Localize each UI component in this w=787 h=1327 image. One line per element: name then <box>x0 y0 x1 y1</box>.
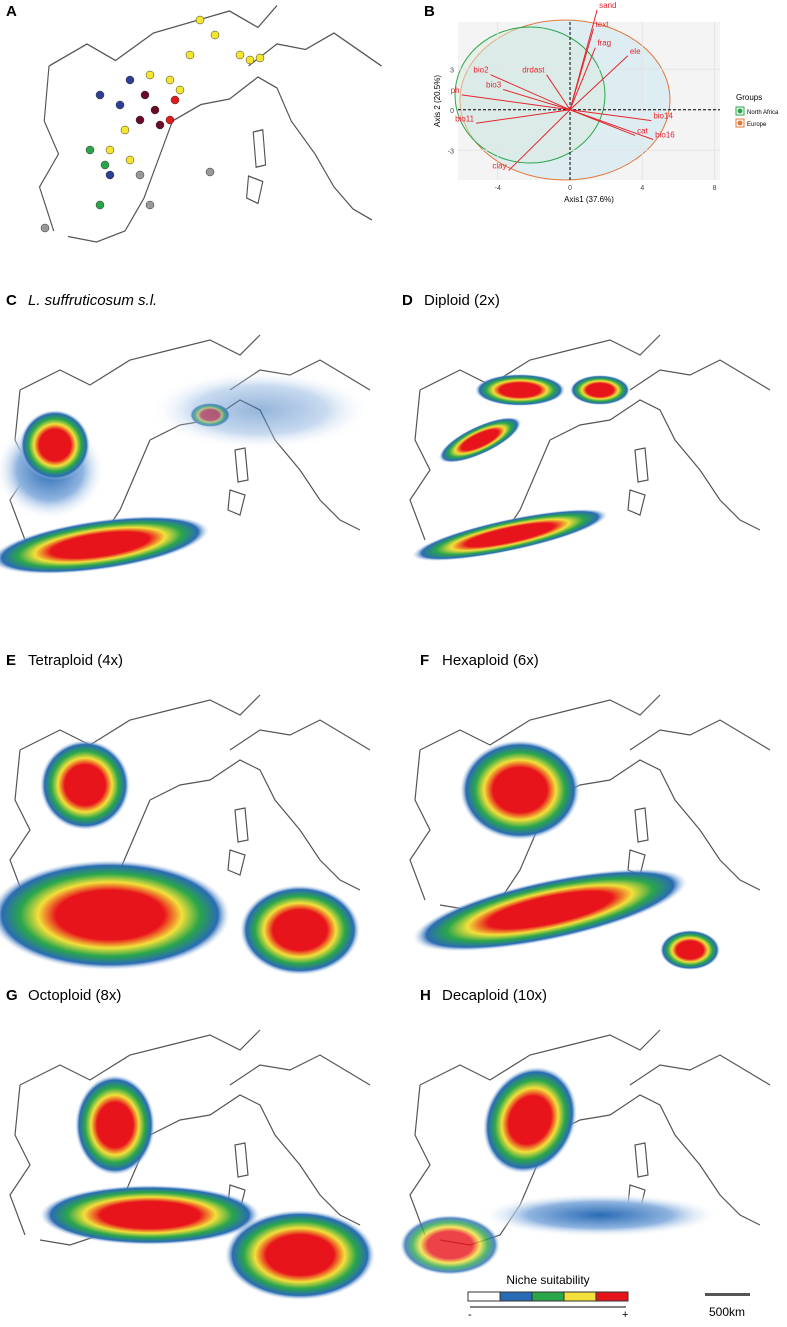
loading-arrow <box>569 47 596 110</box>
legend-marker <box>737 108 743 114</box>
x-tick-label: 4 <box>640 185 644 192</box>
loading-label: ele <box>630 47 641 56</box>
panel-h: H Decaploid (10x) <box>400 987 771 1275</box>
loading-arrow <box>569 55 629 111</box>
panel-letter: C <box>6 292 17 309</box>
loading-arrow <box>503 89 571 111</box>
legend-title: Niche suitability <box>506 1273 589 1287</box>
panel-letter: E <box>6 652 16 669</box>
panel-e: E Tetraploid (4x) <box>0 652 371 975</box>
legend-title: Groups <box>736 93 762 102</box>
loading-label: drdast <box>522 66 545 75</box>
loading-label: clay <box>492 162 506 171</box>
x-tick-label: -4 <box>495 185 501 192</box>
y-tick-label: 3 <box>450 67 454 74</box>
legend-low: - <box>468 1309 472 1321</box>
loading-label: sand <box>599 1 616 10</box>
loading-label: bio2 <box>473 66 489 75</box>
suitability-legend: Niche suitability - + 500km <box>467 1273 750 1321</box>
loading-label: text <box>596 20 610 29</box>
panel-d: D Diploid (2x) <box>402 292 771 562</box>
legend-marker <box>737 120 743 126</box>
panel-letter: G <box>6 987 18 1004</box>
panel-c: C L. suffruticosum s.l. <box>0 292 371 575</box>
loading-arrow <box>569 109 652 122</box>
panel-letter: A <box>6 3 17 20</box>
loading-label: bio14 <box>653 112 673 121</box>
panel-title: Diploid (2x) <box>424 292 500 309</box>
x-tick-label: 0 <box>568 185 572 192</box>
x-tick-label: 8 <box>713 185 717 192</box>
loading-arrow <box>569 28 594 110</box>
loading-label: bio11 <box>455 114 475 123</box>
panel-title: Hexaploid (6x) <box>442 652 539 669</box>
loading-arrow <box>569 109 654 140</box>
occurrence-map <box>38 4 383 243</box>
panel-title: Decaploid (10x) <box>442 987 547 1004</box>
loading-arrow <box>508 109 571 171</box>
ellipse-north-africa <box>454 26 606 164</box>
y-axis-title: Axis 2 (20.5%) <box>433 75 442 127</box>
loading-label: bio16 <box>655 130 675 139</box>
loading-arrow <box>546 74 571 111</box>
loading-arrow <box>490 74 571 111</box>
loading-label: cat <box>637 126 648 135</box>
panel-letter: F <box>420 652 429 669</box>
panel-letter: H <box>420 987 431 1004</box>
loading-arrow <box>475 109 571 124</box>
loading-label: bio3 <box>486 81 502 90</box>
pca-plot: -4 0 4 8 3 0 -3 sand text frag ele bio2 drdast bio3 ph… <box>433 1 779 204</box>
loading-label: ph <box>451 86 460 95</box>
y-tick-label: 0 <box>450 108 454 115</box>
legend-label: Europe <box>747 122 767 128</box>
panel-letter: D <box>402 292 413 309</box>
panel-letter: B <box>424 3 435 20</box>
panel-title: Tetraploid (4x) <box>28 652 123 669</box>
panel-title: L. suffruticosum s.l. <box>28 292 157 309</box>
scale-bar <box>705 1293 750 1296</box>
loading-label: frag <box>597 39 611 48</box>
y-tick-label: -3 <box>448 148 454 155</box>
scale-label: 500km <box>709 1305 745 1319</box>
loading-arrow <box>461 94 571 111</box>
panel-g: G Octoploid (8x) <box>6 987 375 1300</box>
panel-f: F Hexaploid (6x) <box>409 652 771 970</box>
panel-title: Octoploid (8x) <box>28 987 121 1004</box>
x-axis-title: Axis1 (37.6%) <box>564 195 614 204</box>
legend-label: North Africa <box>747 110 779 116</box>
legend-high: + <box>622 1309 628 1321</box>
